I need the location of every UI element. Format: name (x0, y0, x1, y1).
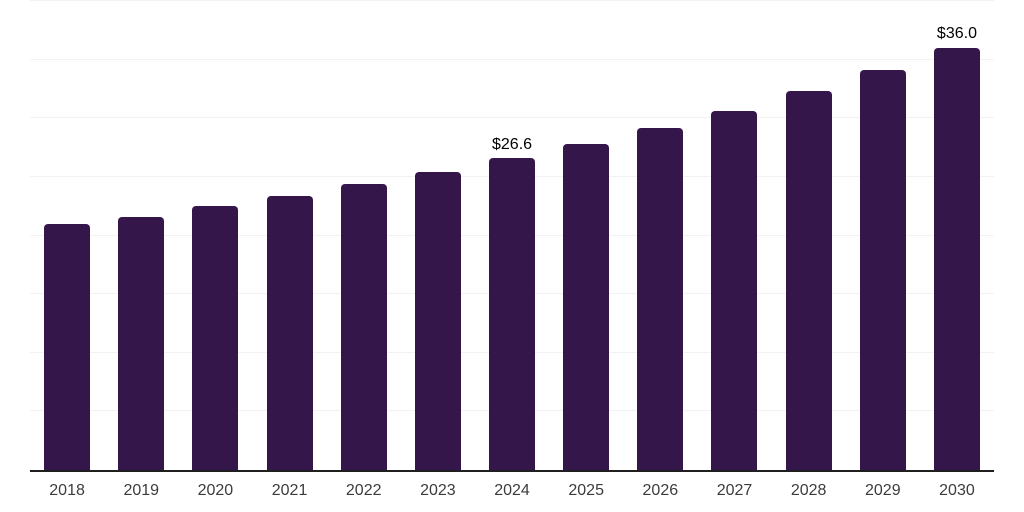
plot-area: $26.6 $36.0 (30, 0, 994, 472)
bar-2025 (563, 144, 610, 470)
data-label-2024: $26.6 (491, 135, 533, 153)
x-tick-2018: 2018 (49, 482, 85, 499)
bar-2028 (785, 91, 832, 470)
gridline-40 (30, 0, 994, 1)
x-tick-2030: 2030 (939, 482, 975, 499)
bar-2027 (711, 111, 758, 470)
bar-2019 (118, 216, 165, 470)
x-axis-labels: 2018 2019 2020 2021 2022 2023 2024 2025 2026 2027… (30, 481, 994, 501)
x-tick-2028: 2028 (790, 482, 827, 499)
x-tick-2023: 2023 (420, 482, 456, 499)
bar-slot-2030: $36.0 (920, 1, 994, 470)
gridline-35 (30, 58, 994, 60)
bar-slot-2020 (178, 1, 252, 470)
gridline-30 (30, 117, 994, 119)
bar-slot-2027 (697, 1, 771, 470)
bar-2030: $36.0 (933, 25, 980, 470)
bar-slot-2025 (549, 1, 623, 470)
bar-slot-2028 (772, 1, 846, 470)
x-tick-2027: 2027 (716, 482, 753, 499)
bar-2020 (192, 206, 239, 470)
bar-2026 (637, 127, 684, 470)
bar-2023 (414, 172, 461, 470)
data-label-2030: $36.0 (936, 25, 977, 43)
bar-slot-2022 (327, 1, 401, 470)
bar-slot-2021 (252, 1, 326, 470)
bar-slot-2023 (401, 1, 475, 470)
bar-2018 (44, 223, 91, 470)
bar-2021 (266, 195, 313, 470)
bar-slot-2018 (30, 1, 104, 470)
bar-2024: $26.6 (489, 136, 536, 470)
x-tick-2021: 2021 (271, 482, 308, 499)
x-tick-2029: 2029 (865, 482, 901, 499)
bar-slot-2024: $26.6 (475, 1, 549, 470)
x-tick-2022: 2022 (345, 482, 382, 499)
x-tick-2026: 2026 (642, 482, 679, 499)
bar-2022 (340, 183, 387, 470)
x-tick-2025: 2025 (568, 482, 604, 499)
bar-2029 (859, 70, 906, 470)
x-tick-2024: 2024 (494, 482, 530, 499)
x-tick-2020: 2020 (197, 482, 234, 499)
bar-slot-2019 (104, 1, 178, 470)
bar-slot-2029 (846, 1, 920, 470)
bar-slot-2026 (623, 1, 697, 470)
x-tick-2019: 2019 (123, 482, 160, 499)
